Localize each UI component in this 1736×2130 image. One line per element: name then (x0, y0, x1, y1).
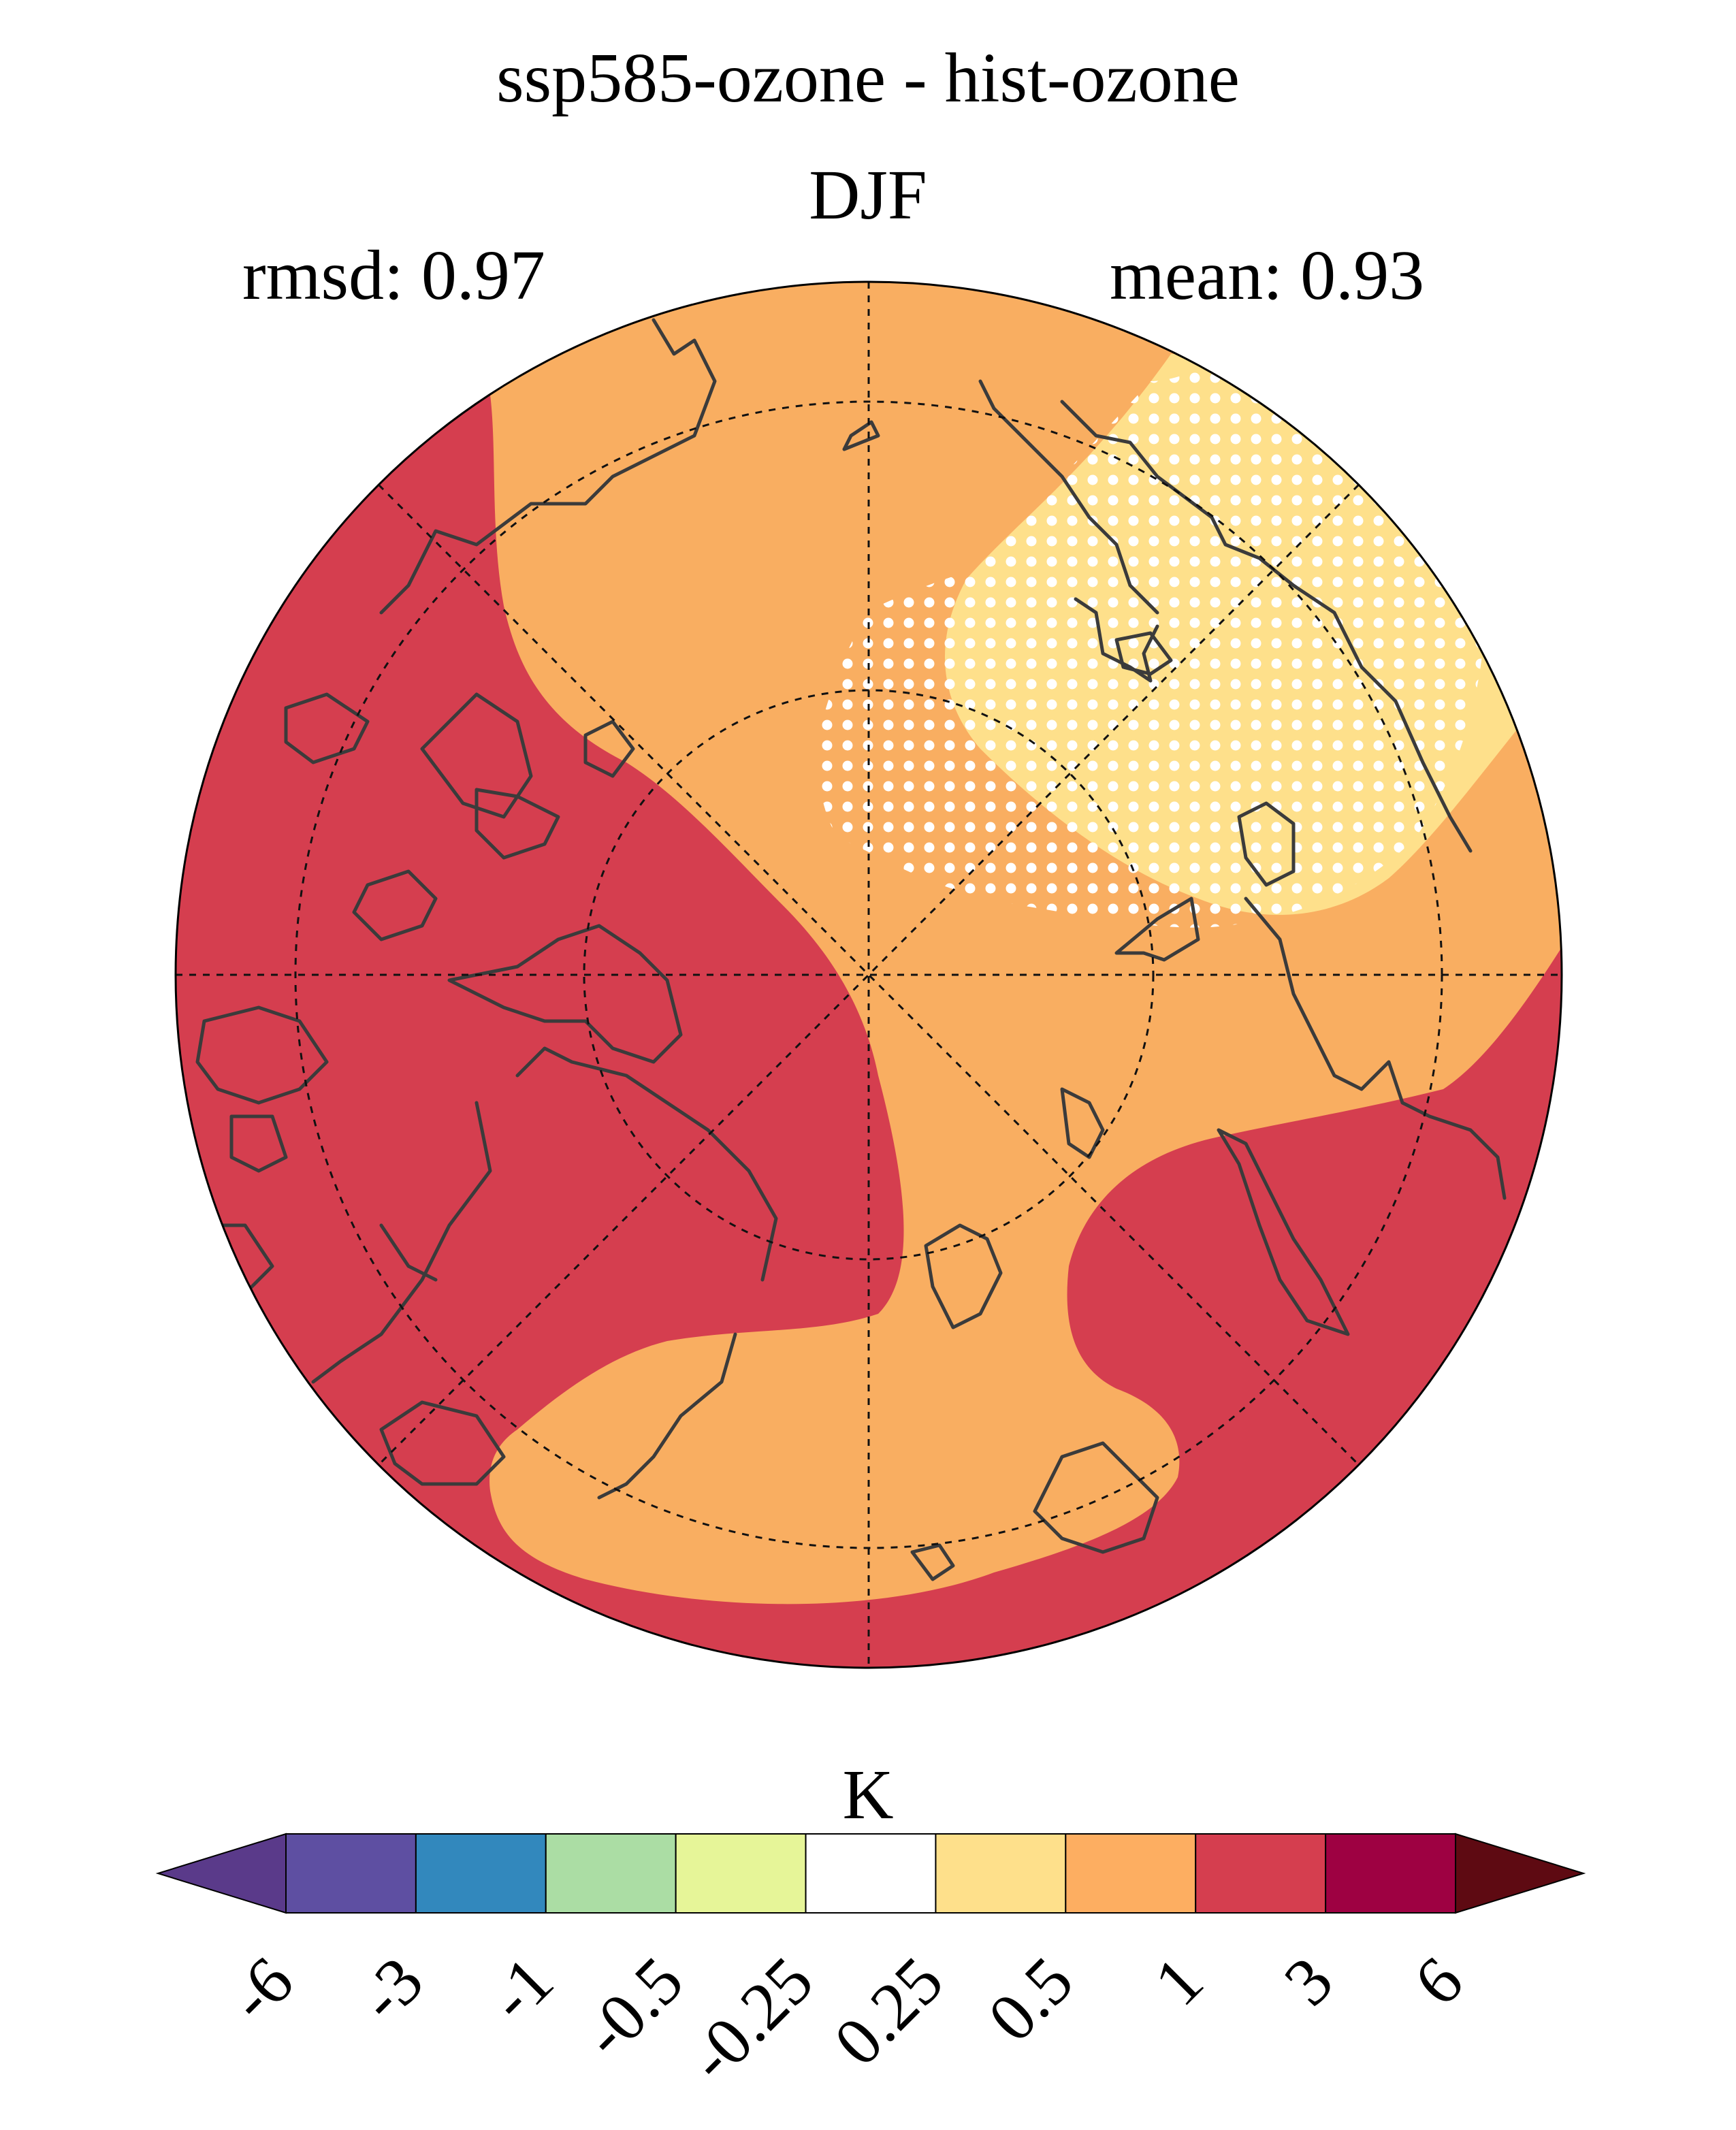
colorbar-tick-label: 0.5 (974, 1942, 1087, 2056)
colorbar-tick-label: -1 (474, 1942, 567, 2035)
colorbar-segment (805, 1833, 937, 1914)
colorbar-over-triangle (1455, 1833, 1586, 1914)
colorbar-tick-label: 0.25 (820, 1942, 957, 2080)
colorbar-ticks: -6 -3 -1 -0.5-0.250.25 0.5 1 3 6 (214, 1942, 1477, 2096)
colorbar-tick-label: -0.25 (674, 1942, 828, 2096)
colorbar-tick-label: 3 (1270, 1942, 1347, 2020)
colorbar-segment (675, 1833, 807, 1914)
colorbar-segment (415, 1833, 547, 1914)
colorbar-segments (155, 1833, 1586, 1914)
colorbar-segment (1065, 1833, 1197, 1914)
colorbar-segment (545, 1833, 677, 1914)
season-label: DJF (809, 156, 927, 234)
colorbar-segment (1325, 1833, 1456, 1914)
figure-title: ssp585-ozone - hist-ozone (496, 39, 1240, 117)
polar-map (174, 280, 1563, 1669)
map-boundary (174, 280, 1563, 1669)
colorbar-units: K (842, 1756, 894, 1834)
colorbar-segment (285, 1833, 417, 1914)
colorbar-tick-label: -6 (214, 1942, 307, 2035)
coastlines (189, 318, 1507, 1581)
map-disk (176, 282, 1562, 1668)
graticule (176, 282, 1562, 1668)
colorbar-tick-label: -3 (344, 1942, 437, 2035)
colorbar-under-triangle (155, 1833, 287, 1914)
mean-label: mean: 0.93 (1110, 236, 1425, 314)
colorbar-tick-label: 1 (1140, 1942, 1217, 2020)
colorbar-tick-label: -0.5 (568, 1942, 697, 2071)
stippled-region (818, 320, 1486, 928)
colorbar-tick-label: 6 (1400, 1942, 1477, 2020)
colorbar-segment (1195, 1833, 1327, 1914)
rmsd-label: rmsd: 0.97 (242, 236, 545, 314)
colorbar-segment (935, 1833, 1067, 1914)
